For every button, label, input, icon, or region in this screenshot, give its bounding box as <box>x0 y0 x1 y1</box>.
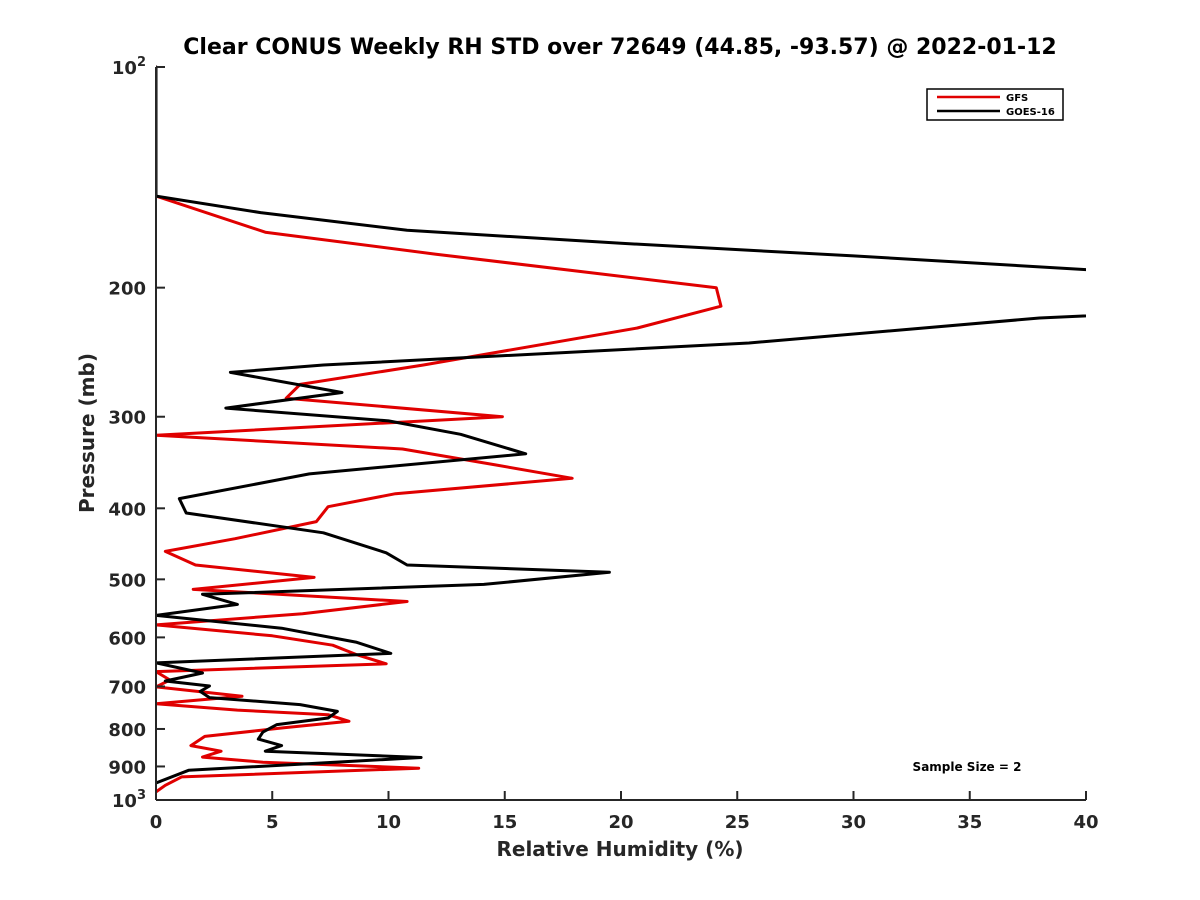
x-tick-label: 0 <box>150 812 163 833</box>
chart-title: Clear CONUS Weekly RH STD over 72649 (44… <box>183 35 1056 60</box>
y-tick-label: 700 <box>108 677 146 698</box>
x-tick-label: 30 <box>841 812 866 833</box>
x-tick-label: 35 <box>957 812 982 833</box>
axes-layer: 0 5 10 15 20 25 30 35 40 102 200 300 400 500 600 700 800… <box>108 55 1098 833</box>
y-tick-label: 300 <box>108 408 146 429</box>
y-axis-label: Pressure (mb) <box>75 353 99 513</box>
y-tick-label: 102 <box>112 55 146 79</box>
y-tick-label: 200 <box>108 279 146 300</box>
y-tick-label: 900 <box>108 757 146 778</box>
x-tick-label: 40 <box>1073 812 1098 833</box>
y-tick-label: 400 <box>108 499 146 520</box>
y-tick-label: 103 <box>112 788 146 812</box>
x-tick-label: 25 <box>725 812 750 833</box>
series-layer <box>156 65 1086 794</box>
x-axis-label: Relative Humidity (%) <box>496 837 743 861</box>
x-tick-label: 20 <box>608 812 633 833</box>
y-tick-label: 500 <box>108 570 146 591</box>
series-line-goes16 <box>156 65 1086 785</box>
series-line-gfs <box>156 65 723 794</box>
legend: GFS GOES-16 <box>926 88 1064 121</box>
y-tick-label: 600 <box>108 628 146 649</box>
legend-label-goes16: GOES-16 <box>1006 107 1055 118</box>
x-tick-label: 15 <box>492 812 517 833</box>
x-tick-label: 5 <box>266 812 279 833</box>
legend-label-gfs: GFS <box>1006 93 1028 104</box>
y-tick-label: 800 <box>108 720 146 741</box>
legend-box <box>926 88 1064 121</box>
series-group <box>156 65 1086 794</box>
sample-size-annotation: Sample Size = 2 <box>913 760 1022 774</box>
x-tick-label: 10 <box>376 812 401 833</box>
